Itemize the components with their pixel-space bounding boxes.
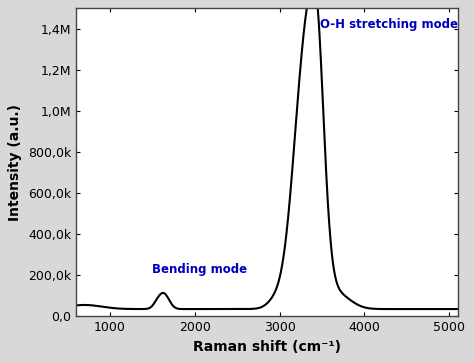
X-axis label: Raman shift (cm⁻¹): Raman shift (cm⁻¹) xyxy=(193,340,341,354)
Y-axis label: Intensity (a.u.): Intensity (a.u.) xyxy=(9,104,22,221)
Text: O-H stretching mode: O-H stretching mode xyxy=(320,18,458,31)
Text: Bending mode: Bending mode xyxy=(152,263,247,276)
